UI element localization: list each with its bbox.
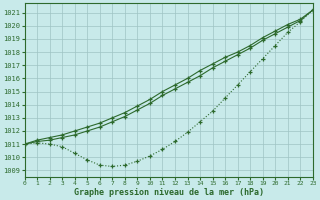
- X-axis label: Graphe pression niveau de la mer (hPa): Graphe pression niveau de la mer (hPa): [74, 188, 264, 197]
